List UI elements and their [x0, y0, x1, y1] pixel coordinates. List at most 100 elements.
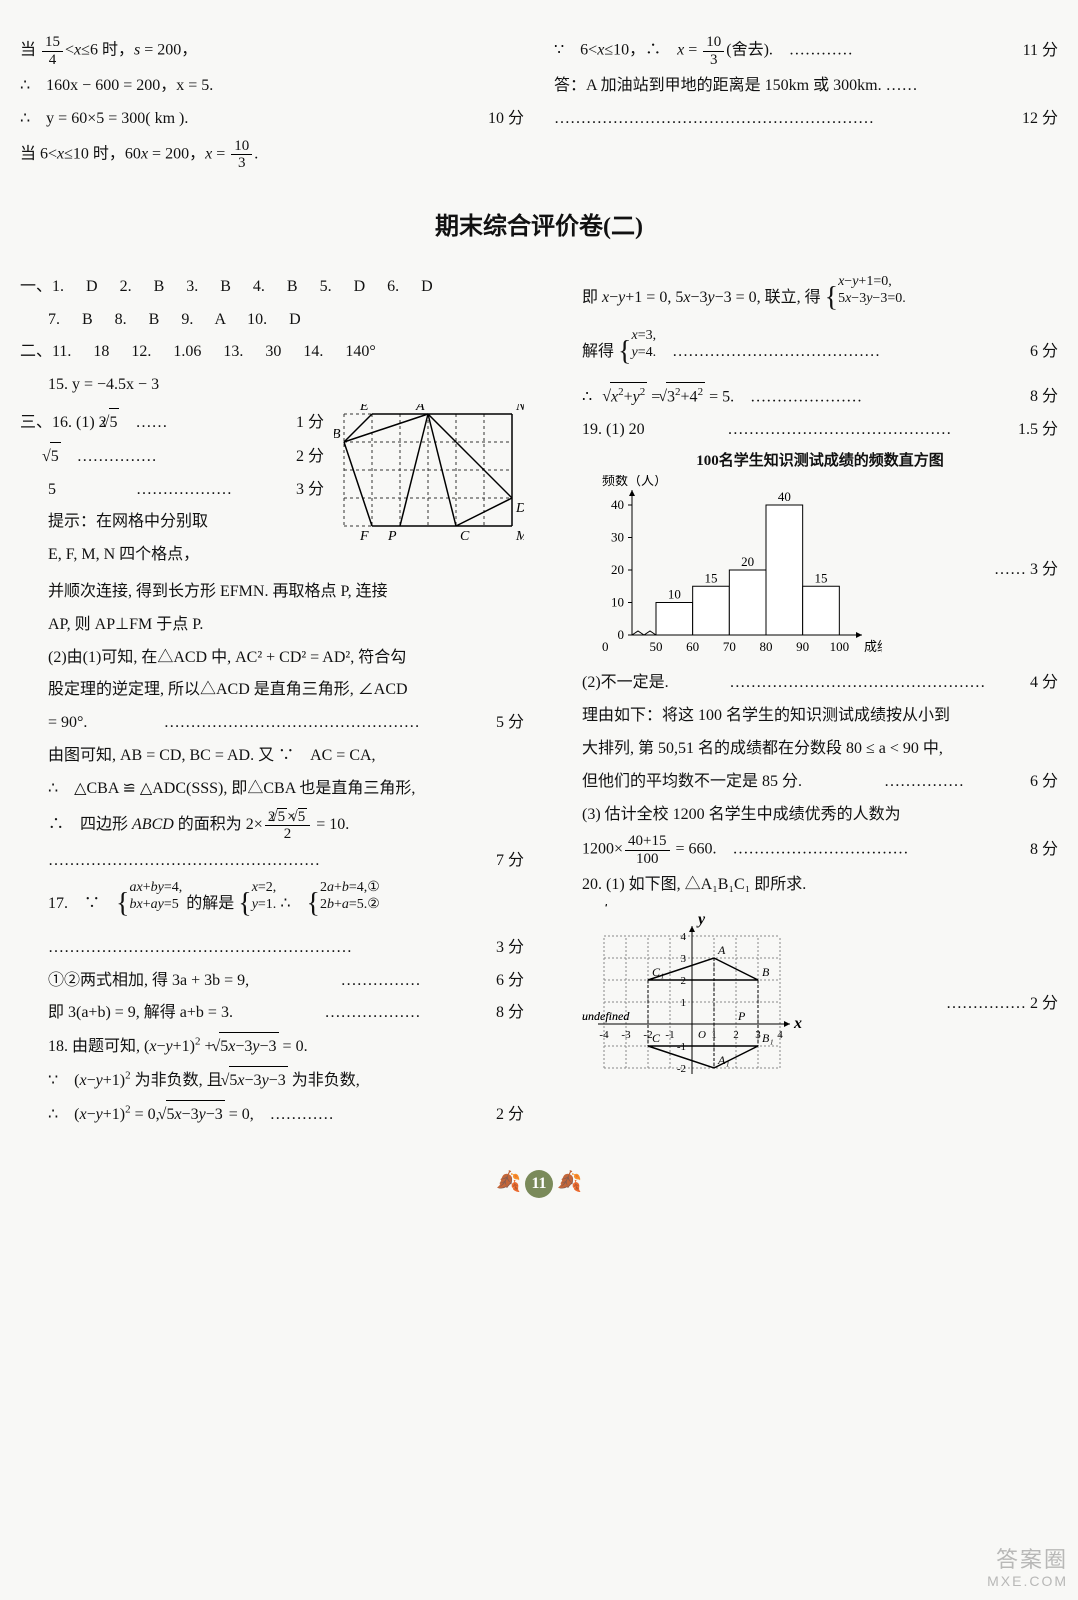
svg-text:15: 15 — [705, 571, 718, 586]
left-column: 一、1. D 2. B 3. B 4. B 5. D 6. D 7. B 8. … — [20, 269, 524, 1134]
score: 2 分 — [496, 1101, 524, 1130]
text-line: ∴ y = 60×5 = 300( km ). 10 分 — [20, 105, 524, 134]
q18-r1: 即 x−y+1 = 0, 5x−3y−3 = 0, 联立, 得 {x−y+1=0… — [554, 273, 1058, 323]
leaf-icon: 🍂 — [557, 1171, 582, 1193]
svg-text:x: x — [793, 1015, 802, 1032]
q17-l3: 即 3(a+b) = 9, 解得 a+b = 3. ……………… 8 分 — [20, 999, 524, 1028]
mc-row-1: 一、1. D 2. B 3. B 4. B 5. D 6. D — [20, 273, 524, 302]
q16-body: 由图可知, AB = CD, BC = AD. 又 ∵ AC = CA, — [20, 742, 524, 771]
q16-body: ∴ △CBA ≌ △ADC(SSS), 即△CBA 也是直角三角形, — [20, 775, 524, 804]
q18-l3: ∴ (x−y+1)2 = 0, 5x−3y−3 = 0, ………… 2 分 — [20, 1100, 524, 1130]
svg-text:15: 15 — [815, 571, 828, 586]
leaf-icon: 🍂 — [496, 1171, 521, 1193]
svg-text:70: 70 — [723, 639, 736, 654]
score: 7 分 — [496, 847, 524, 876]
q19-body: 大排列, 第 50,51 名的成绩都在分数段 80 ≤ a < 90 中, — [554, 735, 1058, 764]
q17-s1: ………………………………………………… 3 分 — [20, 934, 524, 963]
text-line: ∵ 6<x≤10，∴ x = 103(舍去). ………… 11 分 — [554, 34, 1058, 68]
svg-text:1: 1 — [681, 997, 687, 1009]
q20-l1: 20. (1) 如下图, △A₁B₁C₁ 即所求. — [554, 871, 1058, 900]
q19-body: 但他们的平均数不一定是 85 分. …………… 6 分 — [554, 768, 1058, 797]
svg-text:成绩/分: 成绩/分 — [864, 639, 882, 654]
svg-text:0: 0 — [618, 627, 625, 642]
chart-title: 100名学生知识测试成绩的频数直方图 — [582, 448, 1058, 475]
watermark: 答案圈 MXE.COM — [987, 1547, 1068, 1590]
top-left-col: 当 154<x≤6 时，s = 200， ∴ 160x − 600 = 200，… — [20, 30, 524, 176]
score: 1.5 分 — [1018, 416, 1058, 445]
q19-body: 理由如下：将这 100 名学生的知识测试成绩按从小到 — [554, 702, 1058, 731]
q16-body: 并顺次连接, 得到长方形 EFMN. 再取格点 P, 连接 — [20, 578, 524, 607]
q19-l3: (3) 估计全校 1200 名学生中成绩优秀的人数为 — [554, 801, 1058, 830]
score: 2 分 — [1030, 995, 1058, 1012]
q16-block: EANBFPCMD 三、16. (1) 25 …… 1 分 5 …………… 2 … — [20, 404, 524, 574]
svg-text:20: 20 — [611, 562, 624, 577]
score: 10 分 — [488, 105, 524, 134]
svg-text:-3: -3 — [621, 1029, 631, 1041]
q19-calc: 1200×40+15100 = 660. …………………………… 8 分 — [554, 833, 1058, 867]
q16-body: 股定理的逆定理, 所以△ACD 是直角三角形, ∠ACD — [20, 676, 524, 705]
svg-text:10: 10 — [668, 587, 681, 602]
q16-body: (2)由(1)可知, 在△ACD 中, AC² + CD² = AD², 符合勾 — [20, 644, 524, 673]
text-line: ∴ 160x − 600 = 200，x = 5. — [20, 72, 524, 101]
svg-text:50: 50 — [650, 639, 663, 654]
score: 8 分 — [1030, 836, 1058, 865]
q18-l1: 18. 由题可知, (x−y+1)2 + 5x−3y−3 = 0. — [20, 1032, 524, 1062]
q18-r3: ∴ x2+y2 = 32+42 = 5. ………………… 8 分 — [554, 382, 1058, 412]
mc-row-3: 二、11. 18 12. 1.06 13. 30 14. 140° — [20, 338, 524, 367]
score: 4 分 — [1030, 669, 1058, 698]
mc-row-4: 15. y = −4.5x − 3 — [20, 371, 524, 400]
score: 5 分 — [496, 709, 524, 738]
page-footer: 🍂 11 🍂 — [20, 1164, 1058, 1200]
svg-text:90: 90 — [796, 639, 809, 654]
svg-text:undefined: undefined — [582, 904, 630, 907]
q19-l1: 19. (1) 20 …………………………………… 1.5 分 — [554, 416, 1058, 445]
svg-text:100: 100 — [830, 639, 850, 654]
score: 11 分 — [1023, 37, 1058, 66]
top-right-col: ∵ 6<x≤10，∴ x = 103(舍去). ………… 11 分 答：A 加油… — [554, 30, 1058, 176]
text-line: …………………………………………………… 12 分 — [554, 105, 1058, 134]
body: ∴ y = 60×5 = 300( km ). — [20, 105, 188, 134]
svg-text:B: B — [334, 427, 341, 442]
svg-text:-1: -1 — [665, 1029, 674, 1041]
score: 3 分 — [1030, 561, 1058, 578]
q16-l2: 5 …………… 2 分 — [20, 442, 324, 472]
svg-text:A: A — [415, 404, 425, 414]
svg-text:80: 80 — [760, 639, 773, 654]
svg-text:3: 3 — [681, 953, 687, 965]
text-line: 答：A 加油站到甲地的距离是 150km 或 300km. …… — [554, 72, 1058, 101]
svg-text:10: 10 — [611, 595, 624, 610]
svg-text:60: 60 — [686, 639, 699, 654]
q16-l3: 5 ……………… 3 分 — [20, 476, 324, 505]
svg-text:40: 40 — [611, 497, 624, 512]
q16-body: AP, 则 AP⊥FM 于点 P. — [20, 611, 524, 640]
q17-l2: ①②两式相加, 得 3a + 3b = 9, …………… 6 分 — [20, 967, 524, 996]
score: 6 分 — [496, 967, 524, 996]
svg-text:-1: -1 — [677, 1041, 686, 1053]
q16-body: = 90°.………………………………………… 5 分 — [20, 709, 524, 738]
main-two-col: 一、1. D 2. B 3. B 4. B 5. D 6. D 7. B 8. … — [20, 269, 1058, 1134]
svg-text:20: 20 — [741, 554, 754, 569]
svg-text:undefined: undefined — [582, 1009, 630, 1023]
svg-text:A₁: A₁ — [717, 1053, 730, 1067]
histogram-block: 100名学生知识测试成绩的频数直方图 010203040101520401550… — [554, 448, 1058, 665]
svg-text:B₁: B₁ — [762, 1031, 774, 1045]
score: 2 分 — [296, 443, 324, 472]
score: 3 分 — [296, 476, 324, 505]
svg-text:2: 2 — [733, 1029, 739, 1041]
coord-figure: xy-4-3-2-11234-2-11234OABC₁undefinedunde… — [582, 904, 822, 1104]
q16-body: ∴ 四边形 ABCD 的面积为 2×25×52 = 10. — [20, 808, 524, 843]
svg-text:N: N — [515, 404, 524, 414]
page-number: 11 — [525, 1170, 553, 1198]
svg-text:A: A — [717, 943, 726, 957]
score: 12 分 — [1022, 105, 1058, 134]
svg-text:y: y — [696, 911, 706, 928]
svg-text:40: 40 — [778, 489, 791, 504]
right-column: 即 x−y+1 = 0, 5x−3y−3 = 0, 联立, 得 {x−y+1=0… — [554, 269, 1058, 1134]
q17-head: 17. ∵ {ax+by=4,bx+ay=5 的解是 {x=2,y=1. ∴ {… — [20, 879, 524, 929]
q16-hint2: E, F, M, N 四个格点， — [20, 541, 524, 570]
svg-text:E: E — [359, 404, 369, 414]
top-section: 当 154<x≤6 时，s = 200， ∴ 160x − 600 = 200，… — [20, 30, 1058, 176]
text-line: 当 6<x≤10 时，60x = 200，x = 103. — [20, 138, 524, 172]
svg-text:-2: -2 — [677, 1063, 686, 1075]
score: 6 分 — [1030, 768, 1058, 797]
